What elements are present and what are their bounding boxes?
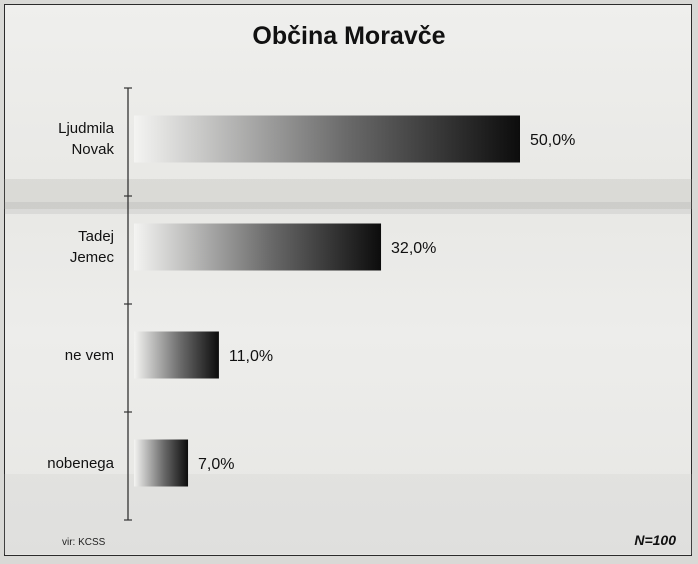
bar-4 <box>134 440 188 487</box>
source-note: vir: KCSS <box>62 537 105 548</box>
value-label-2: 32,0% <box>391 240 436 257</box>
bar-3 <box>134 332 219 379</box>
value-label-3: 11,0% <box>229 348 273 365</box>
value-label-1: 50,0% <box>530 132 575 149</box>
bar-1 <box>134 116 520 163</box>
sample-size: N=100 <box>634 532 676 548</box>
value-label-4: 7,0% <box>198 456 234 473</box>
bar-2 <box>134 224 381 271</box>
